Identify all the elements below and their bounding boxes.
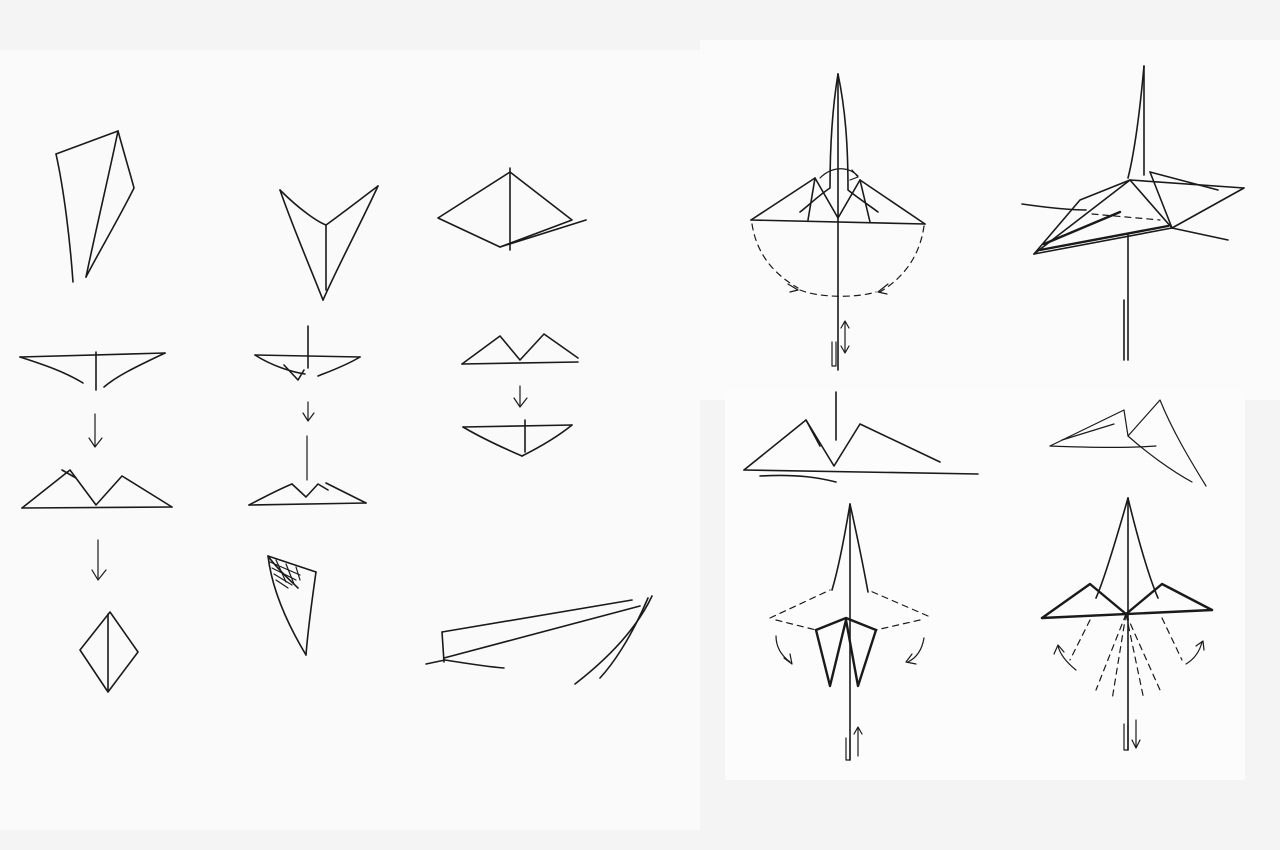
sketch-v-shape — [279, 185, 379, 301]
arrow-down-3 — [302, 401, 315, 481]
sketch-horizontal-diamond — [437, 167, 587, 251]
left-sketch-panel — [0, 50, 700, 830]
stem-arrow-updown-3 — [1123, 719, 1141, 751]
curved-arrows-lower-right — [1053, 640, 1205, 671]
sketch-hatching — [269, 559, 301, 589]
sketch-crane-underside — [831, 503, 869, 761]
sketch-diamond — [79, 611, 139, 693]
curved-arrow-top — [819, 168, 859, 181]
sketch-long-wing — [425, 595, 653, 685]
sketch-double-peak-1 — [21, 469, 173, 509]
arrow-down-4 — [513, 385, 528, 408]
sketch-double-peak-2 — [461, 333, 579, 365]
arrow-down-1 — [88, 413, 103, 448]
dashed-arc-left — [751, 223, 799, 289]
stem-arrow-updown-2 — [845, 726, 863, 761]
right-upper-panel — [700, 40, 1280, 400]
stem-arrow-updown-1 — [831, 320, 850, 367]
sketch-bird-mid-flap — [1049, 399, 1207, 487]
sketch-flat-triangle-2 — [254, 325, 361, 381]
sketch-crane-spread-dashes — [1069, 613, 1183, 701]
sketch-crane-underside-dashes — [769, 589, 929, 631]
sketch-flat-triangle-1 — [19, 351, 166, 391]
sketch-crane-perspective-dashes — [1091, 213, 1161, 221]
sketch-twisted-flat — [248, 482, 367, 506]
right-lower-panel — [725, 390, 1245, 780]
sketch-crane-underside-bold — [814, 616, 878, 688]
sketch-flat-triangle-3 — [462, 419, 573, 457]
arrow-down-2 — [91, 539, 107, 581]
sketch-kite-leaf — [55, 130, 135, 283]
sketch-crane-front — [750, 73, 926, 371]
sketch-crane-perspective — [1021, 65, 1245, 361]
curved-arrows-lower-left — [775, 635, 925, 665]
arrow-heads-arcs — [787, 283, 889, 295]
sketch-wide-peak — [743, 391, 979, 483]
dashed-arc-bottom — [799, 289, 877, 297]
sketch-crane-perspective-detail — [1038, 210, 1170, 252]
